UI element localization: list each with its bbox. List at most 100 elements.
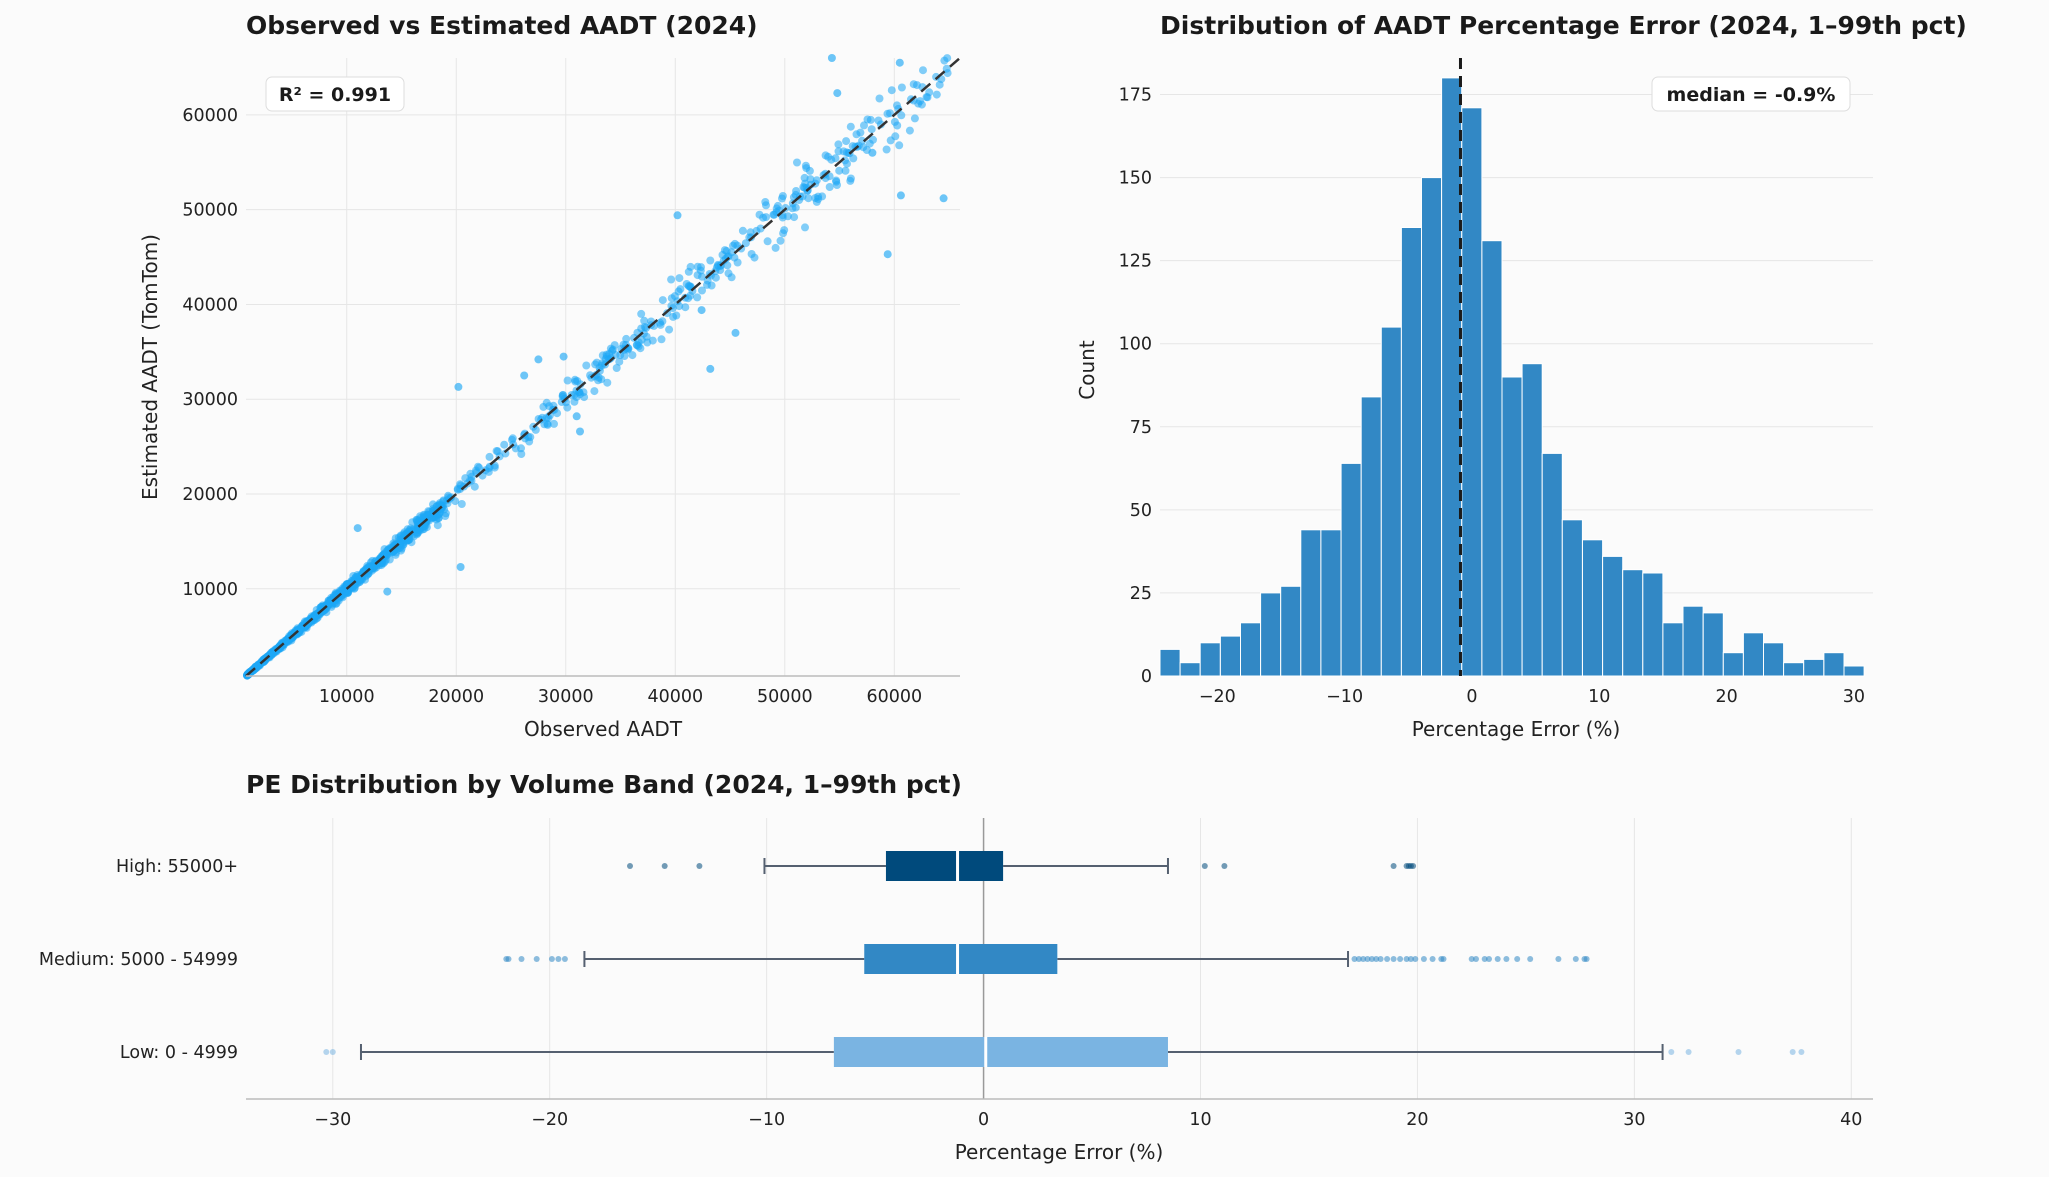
histogram-bar bbox=[1260, 592, 1282, 677]
histogram-bar bbox=[1582, 539, 1604, 677]
histogram-bar bbox=[1461, 107, 1483, 677]
scatter-point bbox=[642, 323, 651, 332]
scatter-point bbox=[636, 344, 645, 353]
boxplot-x-tick-label: 30 bbox=[1623, 1110, 1645, 1130]
scatter-point bbox=[543, 419, 552, 428]
flier-point bbox=[323, 1049, 330, 1055]
median-annotation: median = -0.9% bbox=[1667, 84, 1836, 106]
scatter-point bbox=[883, 250, 892, 259]
scatter-point bbox=[730, 239, 739, 248]
flier-point bbox=[1355, 956, 1362, 962]
scatter-point bbox=[762, 213, 770, 222]
histogram-bar bbox=[1300, 529, 1322, 677]
flier-point bbox=[1735, 1049, 1742, 1055]
scatter-point bbox=[698, 272, 706, 281]
flier-point bbox=[1429, 956, 1436, 962]
scatter-point bbox=[833, 181, 841, 189]
scatter-point bbox=[897, 111, 906, 120]
flier-point bbox=[1486, 956, 1492, 962]
histogram-bar bbox=[1380, 326, 1402, 677]
scatter-point bbox=[868, 148, 877, 157]
flier-point bbox=[1685, 1049, 1692, 1055]
band-label: High: 55000+ bbox=[116, 857, 238, 877]
flier-point bbox=[1798, 1049, 1805, 1055]
histogram-bar bbox=[1803, 658, 1825, 677]
scatter-point bbox=[563, 376, 572, 385]
flier-point bbox=[505, 956, 512, 962]
scatter-point bbox=[738, 226, 747, 235]
scatter-point bbox=[769, 210, 778, 219]
scatter-point bbox=[684, 282, 693, 290]
histogram-x-tick-label: 10 bbox=[1588, 687, 1610, 707]
histogram-x-tick-label: 20 bbox=[1715, 687, 1737, 707]
scatter-point bbox=[612, 364, 621, 372]
histogram-y-tick-label: 125 bbox=[1119, 252, 1152, 272]
flier-point bbox=[1351, 956, 1358, 962]
scatter-point bbox=[939, 194, 948, 203]
scatter-point bbox=[665, 325, 674, 334]
scatter-point bbox=[790, 213, 799, 222]
flier-point bbox=[1473, 956, 1479, 962]
scatter-point bbox=[684, 267, 693, 276]
scatter-point bbox=[675, 274, 684, 283]
scatter-point bbox=[875, 94, 884, 103]
scatter-point bbox=[673, 211, 682, 220]
scatter-point bbox=[895, 58, 904, 67]
scatter-point bbox=[397, 536, 405, 545]
scatter-point bbox=[485, 452, 494, 461]
histogram-bar bbox=[1501, 376, 1523, 677]
flier-point bbox=[1468, 956, 1475, 962]
boxplot-x-tick-label: 40 bbox=[1840, 1110, 1862, 1130]
scatter-point bbox=[467, 472, 476, 481]
scatter-point bbox=[508, 434, 517, 443]
scatter-point bbox=[747, 250, 756, 258]
scatter-point bbox=[852, 130, 861, 139]
flier-point bbox=[548, 956, 555, 962]
scatter-point bbox=[896, 191, 905, 200]
histogram-bar bbox=[1682, 605, 1704, 677]
flier-point bbox=[1514, 956, 1521, 962]
histogram-y-label: Count bbox=[1075, 340, 1099, 400]
histogram-bar bbox=[1783, 662, 1805, 677]
scatter-point bbox=[893, 121, 902, 130]
iqr-box bbox=[833, 1037, 1168, 1067]
flier-point bbox=[1668, 1049, 1675, 1055]
flier-point bbox=[1481, 956, 1488, 962]
flier-point bbox=[1555, 956, 1562, 962]
histogram-bar bbox=[1662, 622, 1684, 677]
scatter-point bbox=[590, 387, 599, 396]
scatter-point bbox=[841, 166, 850, 175]
scatter-point bbox=[860, 121, 868, 130]
scatter-point bbox=[428, 512, 437, 521]
scatter-point bbox=[827, 54, 836, 62]
flier-point bbox=[696, 863, 703, 869]
scatter-point bbox=[693, 293, 702, 302]
flier-point bbox=[329, 1049, 336, 1055]
scatter-x-ticks: 10000 20000 30000 40000 50000 60000 bbox=[319, 687, 922, 707]
scatter-point bbox=[517, 450, 526, 458]
scatter-point bbox=[572, 412, 581, 421]
scatter-point bbox=[582, 361, 591, 370]
scatter-point bbox=[595, 363, 604, 372]
flier-point bbox=[518, 956, 525, 962]
band-label: Low: 0 - 4999 bbox=[120, 1043, 238, 1063]
scatter-x-tick-label: 40000 bbox=[647, 687, 703, 707]
flier-point bbox=[561, 956, 568, 962]
scatter-point bbox=[756, 224, 765, 233]
scatter-x-tick-label: 10000 bbox=[319, 687, 375, 707]
scatter-point bbox=[802, 164, 811, 173]
flier-point bbox=[1503, 956, 1510, 962]
histogram-x-ticks: −20 −10 0 10 20 30 bbox=[1199, 687, 1865, 707]
histogram-bar bbox=[1159, 648, 1181, 677]
scatter-point bbox=[731, 328, 740, 337]
flier-point bbox=[555, 956, 562, 962]
histogram-x-tick-label: 0 bbox=[1466, 687, 1477, 707]
histogram-bar bbox=[1622, 569, 1644, 677]
scatter-point bbox=[839, 147, 848, 156]
scatter-point bbox=[869, 135, 877, 144]
scatter-point bbox=[913, 81, 921, 90]
flier-point bbox=[1412, 956, 1419, 962]
flier-point bbox=[1221, 863, 1228, 869]
scatter-point bbox=[778, 192, 787, 200]
